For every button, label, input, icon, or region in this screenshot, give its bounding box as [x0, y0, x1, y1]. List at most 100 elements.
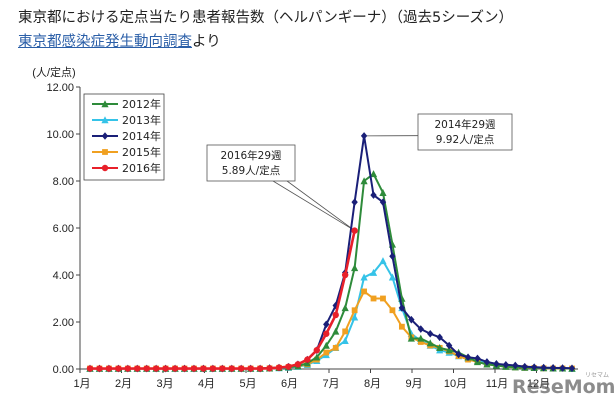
data-point-2016 — [332, 311, 339, 319]
x-tick-label: 11月 — [486, 378, 508, 390]
callout-pointer — [272, 180, 355, 231]
data-point-2014 — [512, 361, 519, 370]
source-suffix: より — [192, 34, 221, 50]
x-tick-label: 12月 — [527, 378, 550, 390]
data-point-2016 — [152, 365, 160, 372]
legend-label: 2014年 — [122, 129, 161, 143]
series-line-2012 — [90, 172, 573, 370]
x-tick-label: 4月 — [198, 378, 215, 390]
data-point-2012 — [351, 264, 359, 272]
legend-marker — [101, 116, 109, 124]
data-point-2016 — [294, 361, 302, 368]
y-tick-label: 12.00 — [46, 82, 74, 94]
data-point-2012 — [369, 170, 378, 178]
data-point-2013 — [388, 273, 397, 281]
y-axis-label: (人/定点) — [32, 65, 75, 79]
data-point-2016 — [341, 271, 349, 279]
data-point-2016 — [134, 365, 141, 372]
data-point-2016 — [115, 365, 122, 372]
data-point-2016 — [171, 365, 179, 372]
legend-marker — [101, 164, 109, 172]
data-point-2016 — [181, 365, 188, 372]
callout-value: 5.89人/定点 — [222, 164, 280, 177]
x-tick-label: 2月 — [115, 378, 132, 390]
series-line-2015 — [90, 289, 572, 370]
legend-label: 2012年 — [122, 97, 161, 111]
data-point-2014 — [436, 333, 443, 342]
data-point-2012 — [341, 304, 349, 312]
x-tick-label: 3月 — [156, 378, 173, 390]
data-point-2014 — [370, 191, 377, 199]
data-point-2015 — [361, 288, 367, 295]
data-point-2012 — [426, 339, 434, 347]
data-point-2016 — [275, 364, 283, 371]
data-point-2016 — [86, 365, 94, 372]
data-point-2015 — [380, 295, 386, 302]
data-point-2012 — [436, 344, 444, 352]
data-point-2014 — [351, 198, 358, 206]
data-point-2015 — [323, 349, 330, 356]
legend-marker — [101, 132, 109, 140]
callout-title: 2014年29週 — [434, 118, 496, 131]
data-point-2016 — [105, 365, 113, 372]
data-point-2014 — [540, 363, 547, 372]
data-point-2014 — [455, 350, 462, 359]
callout-value: 9.92人/定点 — [436, 133, 494, 146]
data-point-2015 — [332, 344, 339, 351]
data-point-2016 — [351, 227, 358, 234]
data-point-2016 — [313, 347, 321, 354]
data-point-2014 — [427, 329, 434, 338]
data-point-2014 — [493, 360, 500, 368]
data-point-2012 — [332, 327, 340, 335]
data-point-2014 — [360, 132, 368, 140]
x-tick-label: 6月 — [281, 378, 298, 390]
data-point-2016 — [219, 365, 226, 372]
x-tick-label: 10月 — [444, 378, 467, 390]
x-tick-label: 7月 — [322, 378, 339, 390]
data-point-2016 — [323, 330, 330, 337]
legend-marker — [102, 149, 108, 155]
data-point-2016 — [209, 365, 217, 372]
legend-label: 2013年 — [122, 113, 161, 127]
callout-box — [206, 144, 296, 182]
data-point-2014 — [521, 362, 528, 371]
data-point-2012 — [379, 188, 387, 196]
legend-label: 2015年 — [122, 145, 161, 159]
data-point-2016 — [304, 356, 311, 363]
data-point-2015 — [370, 295, 377, 302]
source-link[interactable]: 東京都感染症発生動向調査 — [18, 34, 192, 50]
data-point-2014 — [530, 363, 538, 371]
data-point-2014 — [445, 341, 453, 350]
data-point-2015 — [417, 339, 424, 345]
data-point-2014 — [502, 360, 510, 369]
watermark-small: リセマム — [585, 372, 609, 379]
x-tick-label: 5月 — [239, 378, 256, 390]
data-point-2016 — [285, 363, 292, 370]
data-point-2014 — [389, 252, 396, 260]
data-point-2013 — [360, 273, 368, 281]
data-point-2013 — [379, 257, 387, 265]
data-point-2016 — [162, 365, 169, 372]
data-point-2014 — [483, 358, 491, 366]
data-point-2015 — [342, 328, 349, 335]
data-point-2014 — [408, 315, 415, 324]
data-point-2012 — [417, 334, 425, 342]
data-point-2012 — [313, 353, 321, 361]
data-point-2012 — [445, 346, 453, 354]
watermark-logo: ReseMom — [512, 376, 615, 398]
data-point-2014 — [474, 354, 481, 363]
data-point-2016 — [238, 365, 245, 372]
data-point-2013 — [341, 337, 349, 344]
y-tick-label: 4.00 — [53, 270, 74, 282]
data-point-2015 — [398, 323, 405, 330]
source-line: 東京都感染症発生動向調査より — [18, 30, 221, 51]
data-point-2014 — [568, 364, 576, 373]
data-point-2015 — [389, 307, 396, 314]
legend-marker — [101, 100, 109, 108]
data-point-2014 — [549, 364, 557, 372]
data-point-2016 — [124, 365, 132, 372]
x-tick-label: 1月 — [73, 378, 90, 390]
y-tick-label: 8.00 — [53, 176, 74, 188]
data-point-2016 — [266, 365, 273, 372]
